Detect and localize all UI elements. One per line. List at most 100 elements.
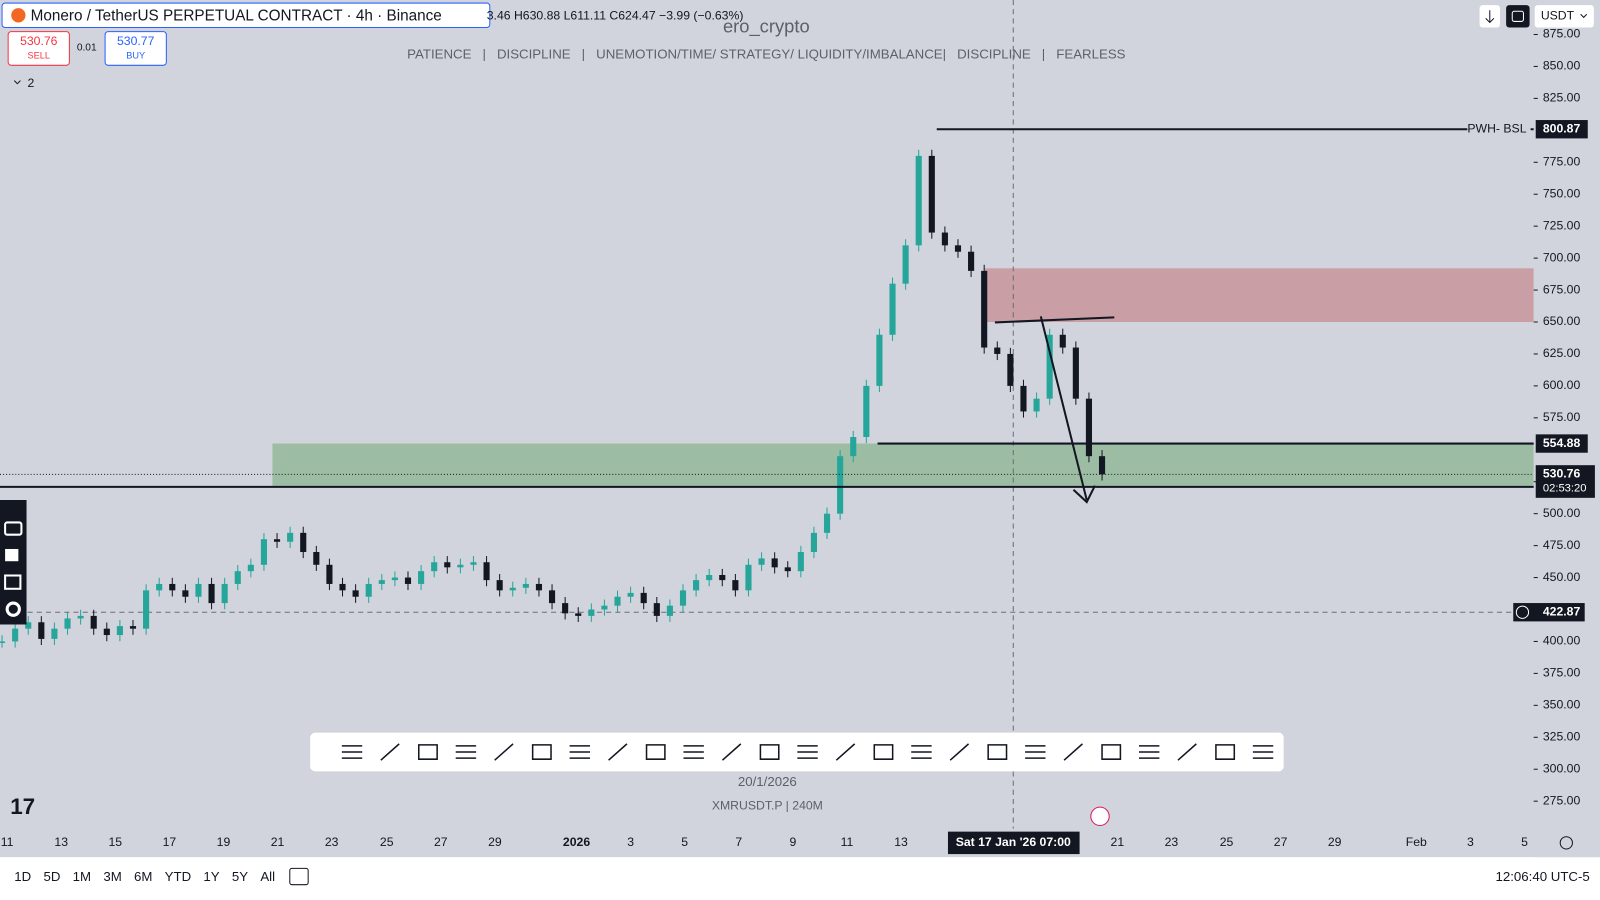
candle-body — [522, 583, 529, 588]
tool-icon[interactable] — [1063, 743, 1083, 761]
y-tick-label: 300.00 — [1543, 761, 1581, 775]
candle-body — [273, 539, 281, 542]
candle-body — [391, 577, 398, 581]
candle-body — [968, 251, 975, 271]
tool-icon[interactable] — [1101, 744, 1122, 760]
price-tag-label: 554.88 — [1543, 436, 1581, 450]
candle-body — [706, 575, 713, 581]
buy-label: BUY — [126, 51, 145, 61]
video-icon[interactable] — [5, 548, 19, 562]
timeframe-button[interactable]: 5D — [43, 869, 60, 884]
timeframe-button[interactable]: 1Y — [203, 869, 219, 884]
timeframe-button[interactable]: 5Y — [232, 869, 248, 884]
y-tick-label: 875.00 — [1543, 27, 1581, 41]
windows-icon[interactable] — [4, 574, 22, 590]
candle-body — [666, 605, 673, 616]
tool-icon[interactable] — [683, 745, 704, 759]
tool-icon[interactable] — [1252, 745, 1274, 759]
camera-icon[interactable] — [4, 521, 23, 536]
tool-icon[interactable] — [569, 745, 591, 759]
candle-body — [116, 626, 123, 636]
arrow — [1039, 316, 1096, 504]
sell-button[interactable] — [7, 31, 70, 66]
tool-icon[interactable] — [987, 744, 1008, 760]
tool-icon[interactable] — [1215, 744, 1236, 760]
alert-icon[interactable] — [1090, 806, 1110, 827]
settings-icon[interactable] — [1559, 836, 1573, 850]
layout-icon — [1511, 10, 1524, 22]
tool-icon[interactable] — [873, 744, 894, 760]
calendar-icon[interactable] — [289, 867, 309, 886]
tool-icon[interactable] — [455, 745, 477, 759]
tool-icon[interactable] — [911, 745, 932, 759]
x-tick-label: 19 — [217, 835, 231, 849]
y-tick-label: 450.00 — [1543, 570, 1581, 584]
candle-body — [575, 613, 582, 616]
symbol-box[interactable] — [1, 2, 491, 29]
candle-body — [732, 580, 739, 591]
timeframe-button[interactable]: All — [260, 869, 275, 884]
y-tick-label: 600.00 — [1543, 378, 1581, 392]
candle-body — [418, 571, 425, 584]
candle-body — [38, 622, 45, 639]
tool-icon[interactable] — [1025, 745, 1046, 759]
y-tick-label: 350.00 — [1543, 698, 1581, 712]
tool-icon[interactable] — [341, 745, 363, 759]
candle-body — [837, 456, 844, 514]
candle-body — [627, 592, 634, 597]
candle-body — [287, 532, 294, 542]
crosshair-time-tag — [947, 831, 1080, 855]
price-tag — [1535, 465, 1595, 498]
zone — [272, 443, 1534, 488]
add-alert[interactable] — [1515, 605, 1530, 619]
tool-icon[interactable] — [494, 743, 514, 761]
watermark-title: ero_crypto — [723, 15, 810, 37]
candle-body — [902, 245, 909, 284]
candle-body — [326, 564, 333, 584]
candle-body — [797, 552, 804, 572]
tool-icon[interactable] — [759, 744, 780, 760]
candle-body — [693, 580, 700, 591]
tool-icon[interactable] — [721, 743, 742, 761]
tool-icon[interactable] — [949, 743, 970, 761]
timeframe-button[interactable]: 3M — [103, 869, 121, 884]
candle-body — [156, 583, 163, 591]
tool-icon[interactable] — [531, 744, 552, 760]
ohlc: 3.46 H630.88 L611.11 C624.47 −3.99 (−0.6… — [487, 9, 744, 23]
x-tick-label: 13 — [54, 835, 68, 849]
timeframe-button[interactable]: 1D — [14, 869, 31, 884]
tool-icon[interactable] — [1138, 745, 1160, 759]
currency-button[interactable] — [1534, 5, 1594, 28]
candle-body — [889, 283, 896, 335]
candle-body — [509, 587, 516, 591]
tool-icon[interactable] — [418, 744, 438, 760]
price-tag-label: 800.87 — [1543, 121, 1581, 135]
timeframe-button[interactable]: YTD — [165, 869, 192, 884]
tool-icon[interactable] — [1177, 743, 1197, 761]
candle-body — [260, 539, 268, 565]
x-tick-label: 11 — [1, 835, 14, 849]
candle-body — [614, 596, 621, 606]
x-tick-label: 27 — [434, 835, 448, 849]
x-tick-label: 25 — [380, 835, 394, 849]
candle-body — [496, 580, 503, 591]
layout-button[interactable] — [1506, 5, 1530, 28]
tool-icon[interactable] — [797, 745, 818, 759]
candle-body — [588, 609, 595, 616]
candle-body — [719, 575, 726, 581]
timeframe-button[interactable]: 1M — [73, 869, 91, 884]
symbol: Monero / TetherUS PERPETUAL CONTRACT · 4… — [31, 7, 442, 24]
tool-icon[interactable] — [645, 744, 666, 760]
indicator-count[interactable]: 2 — [28, 76, 35, 90]
candle-body — [535, 583, 543, 591]
buy-button[interactable] — [104, 31, 167, 66]
tool-icon[interactable] — [608, 743, 628, 761]
x-tick-label: 21 — [1111, 835, 1125, 849]
tool-icon[interactable] — [835, 743, 856, 761]
zone — [984, 268, 1534, 323]
settings-icon[interactable] — [5, 601, 21, 617]
tool-icon[interactable] — [380, 743, 400, 761]
timeframe-button[interactable]: 6M — [134, 869, 152, 884]
drawing-toolbar — [310, 732, 1284, 772]
